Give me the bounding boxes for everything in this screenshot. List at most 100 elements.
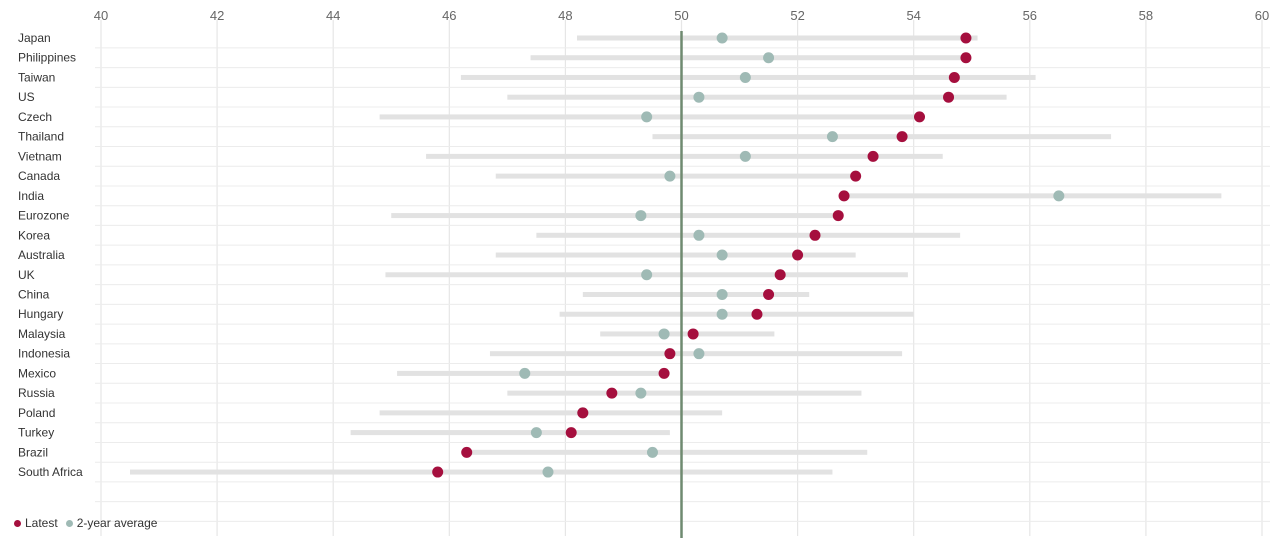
- avg-dot-us[interactable]: [693, 91, 705, 103]
- avg-dot-taiwan[interactable]: [739, 71, 751, 83]
- latest-dot-mexico[interactable]: [658, 367, 670, 379]
- country-labels: Japan Philippines Taiwan US Czech Thailand Vie…: [18, 31, 83, 479]
- range-bar-australia: [495, 252, 856, 258]
- avg-dot-indonesia[interactable]: [693, 348, 705, 360]
- latest-dot-hungary[interactable]: [751, 308, 763, 320]
- latest-dot-philippines[interactable]: [960, 52, 972, 64]
- x-tick-label-44: 44: [326, 8, 340, 23]
- legend-average-swatch: [65, 519, 73, 527]
- x-tick-label-40: 40: [94, 8, 108, 23]
- range-bar-hungary: [559, 311, 914, 317]
- avg-dot-india[interactable]: [1053, 190, 1065, 202]
- range-bar-south-africa: [130, 469, 833, 475]
- latest-dot-korea[interactable]: [809, 229, 821, 241]
- avg-dot-czech[interactable]: [641, 111, 653, 123]
- range-bar-canada: [495, 173, 856, 179]
- avg-dot-canada[interactable]: [664, 170, 676, 182]
- legend-item-average[interactable]: 2-year average: [65, 516, 158, 530]
- x-tick-label-48: 48: [558, 8, 572, 23]
- country-label-taiwan: Taiwan: [18, 70, 55, 84]
- latest-dot-poland[interactable]: [577, 407, 589, 419]
- country-label-poland: Poland: [18, 406, 55, 420]
- country-label-indonesia: Indonesia: [18, 347, 70, 361]
- avg-dot-south-africa[interactable]: [542, 466, 554, 478]
- country-label-mexico: Mexico: [18, 366, 56, 380]
- legend: Latest 2-year average: [14, 516, 165, 530]
- range-bar-russia: [507, 390, 862, 396]
- avg-dot-malaysia[interactable]: [658, 328, 670, 340]
- latest-dots: [432, 32, 972, 478]
- avg-dot-turkey[interactable]: [530, 427, 542, 439]
- x-tick-label-42: 42: [210, 8, 224, 23]
- avg-dot-hungary[interactable]: [716, 308, 728, 320]
- latest-dot-canada[interactable]: [850, 170, 862, 182]
- country-label-india: India: [18, 189, 44, 203]
- country-label-canada: Canada: [18, 169, 60, 183]
- range-bar-us: [507, 94, 1007, 100]
- avg-dot-russia[interactable]: [635, 387, 647, 399]
- latest-dot-south-africa[interactable]: [432, 466, 444, 478]
- country-label-hungary: Hungary: [18, 307, 63, 321]
- latest-dot-vietnam[interactable]: [867, 150, 879, 162]
- avg-dot-vietnam[interactable]: [739, 150, 751, 162]
- avg-dot-brazil[interactable]: [646, 446, 658, 458]
- avg-dot-china[interactable]: [716, 288, 728, 300]
- legend-latest-swatch: [14, 519, 21, 527]
- latest-dot-eurozone[interactable]: [832, 210, 844, 222]
- range-bar-india: [844, 193, 1222, 199]
- country-label-eurozone: Eurozone: [18, 209, 70, 223]
- range-bar-japan: [577, 35, 978, 41]
- country-label-philippines: Philippines: [18, 51, 76, 65]
- latest-dot-turkey[interactable]: [565, 427, 577, 439]
- range-bar-vietnam: [426, 153, 943, 159]
- country-label-uk: UK: [18, 268, 35, 282]
- country-label-south-africa: South Africa: [18, 465, 83, 479]
- range-bar-eurozone: [391, 213, 839, 219]
- avg-dot-philippines[interactable]: [763, 52, 775, 64]
- country-label-czech: Czech: [18, 110, 52, 124]
- latest-dot-china[interactable]: [763, 288, 775, 300]
- country-label-vietnam: Vietnam: [18, 149, 62, 163]
- range-bar-brazil: [466, 449, 868, 455]
- x-tick-label-56: 56: [1023, 8, 1037, 23]
- country-label-japan: Japan: [18, 31, 51, 45]
- range-bar-philippines: [530, 55, 966, 61]
- latest-dot-brazil[interactable]: [461, 446, 473, 458]
- latest-dot-india[interactable]: [838, 190, 850, 202]
- range-bar-korea: [536, 232, 961, 238]
- avg-dot-thailand[interactable]: [826, 131, 838, 143]
- range-bar-china: [582, 291, 810, 297]
- country-label-thailand: Thailand: [18, 130, 64, 144]
- x-tick-label-58: 58: [1139, 8, 1153, 23]
- x-tick-label-46: 46: [442, 8, 456, 23]
- latest-dot-russia[interactable]: [606, 387, 618, 399]
- avg-dot-japan[interactable]: [716, 32, 728, 44]
- avg-dot-korea[interactable]: [693, 229, 705, 241]
- country-label-turkey: Turkey: [18, 426, 54, 440]
- legend-item-latest[interactable]: Latest: [14, 516, 58, 530]
- latest-dot-japan[interactable]: [960, 32, 972, 44]
- avg-dot-australia[interactable]: [716, 249, 728, 261]
- legend-latest-label: Latest: [25, 516, 58, 530]
- range-bar-thailand: [652, 134, 1112, 140]
- country-label-us: US: [18, 90, 35, 104]
- latest-dot-taiwan[interactable]: [948, 71, 960, 83]
- latest-dot-thailand[interactable]: [896, 131, 908, 143]
- range-bar-turkey: [350, 430, 670, 436]
- latest-dot-malaysia[interactable]: [687, 328, 699, 340]
- country-label-korea: Korea: [18, 228, 50, 242]
- avg-dot-mexico[interactable]: [519, 367, 531, 379]
- avg-dot-eurozone[interactable]: [635, 210, 647, 222]
- latest-dot-uk[interactable]: [774, 269, 786, 281]
- latest-dot-us[interactable]: [943, 91, 955, 103]
- range-bar-poland: [379, 410, 723, 416]
- latest-dot-australia[interactable]: [792, 249, 804, 261]
- latest-dot-czech[interactable]: [914, 111, 926, 123]
- x-tick-label-54: 54: [906, 8, 920, 23]
- x-axis-tick-labels: 40 42 44 46 48 50 52 54 56 58 60: [94, 8, 1269, 23]
- legend-average-label: 2-year average: [76, 516, 158, 530]
- latest-dot-indonesia[interactable]: [664, 348, 676, 360]
- country-label-brazil: Brazil: [18, 445, 48, 459]
- avg-dot-uk[interactable]: [641, 269, 653, 281]
